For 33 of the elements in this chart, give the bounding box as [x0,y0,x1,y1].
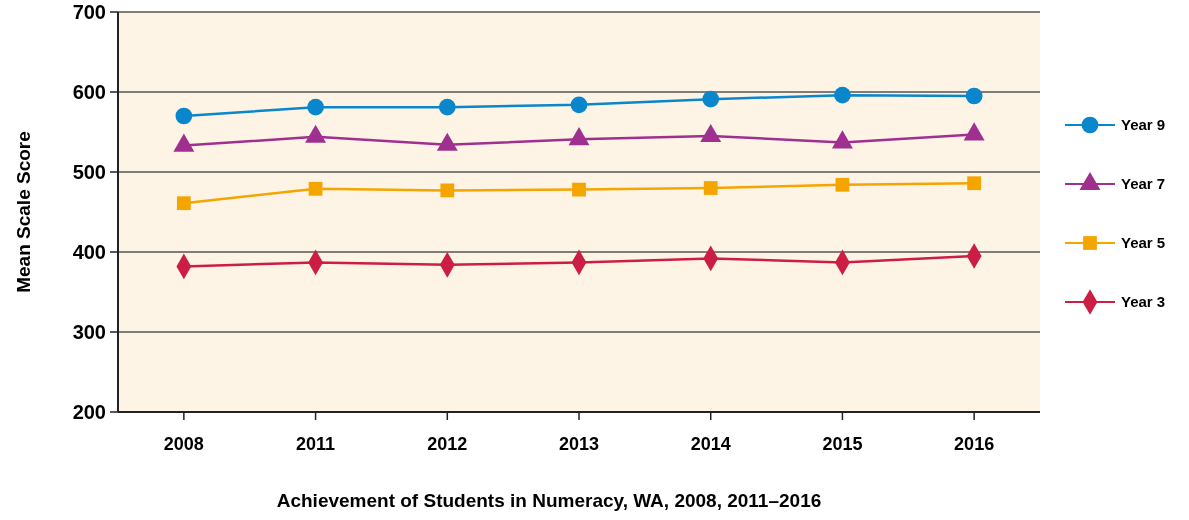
x-tick-label: 2012 [427,434,468,454]
y-tick-label: 500 [72,161,106,183]
y-axis-title: Mean Scale Score [13,131,34,293]
point [176,196,191,211]
legend-label: Year 3 [1121,293,1166,311]
x-tick-label: 2014 [690,434,731,454]
point [703,181,718,195]
y-tick-label: 700 [72,1,106,23]
point [570,96,588,114]
point [967,176,982,191]
legend-label: Year 9 [1121,116,1166,134]
point [440,183,455,198]
point [572,182,586,197]
y-tick-label: 400 [72,241,106,263]
x-tick-label: 2013 [558,434,600,454]
x-tick-label: 2016 [954,434,995,454]
point [702,90,720,108]
x-tick-label: 2015 [822,434,863,454]
point [834,86,851,104]
y-tick-label: 200 [72,401,106,423]
legend-label: Year 5 [1121,234,1166,252]
y-tick-label: 300 [72,321,106,343]
point [307,98,324,116]
point [965,87,983,105]
point [438,98,456,116]
x-tick-label: 2008 [163,434,204,454]
point [308,181,323,196]
x-tick-label: 2011 [296,434,336,454]
point [175,107,193,125]
legend-label: Year 7 [1121,175,1166,193]
x-axis-title: Achievement of Students in Numeracy, WA, 2008, 2011–2016 [276,490,822,511]
y-tick-label: 600 [72,81,106,103]
point [835,177,850,192]
